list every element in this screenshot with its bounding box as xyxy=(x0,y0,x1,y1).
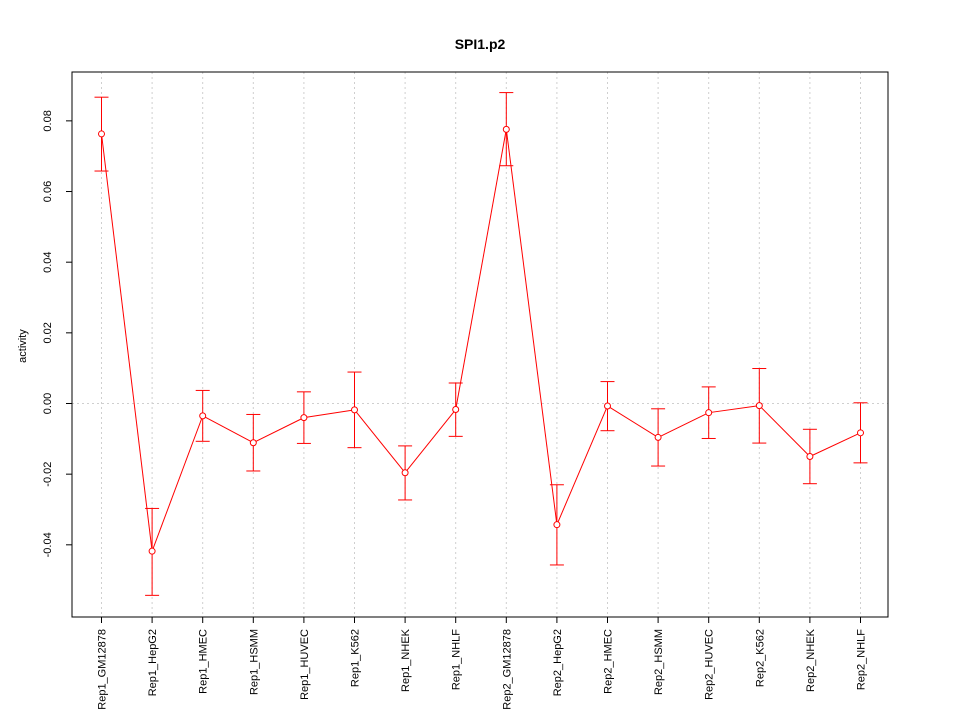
series-line-segment xyxy=(202,415,254,444)
x-tick-label: Rep1_HMEC xyxy=(198,629,210,694)
y-tick-label: 0.08 xyxy=(42,110,54,131)
data-point xyxy=(148,547,156,555)
y-axis-label: activity xyxy=(17,329,29,363)
x-tick-label: Rep1_HUVEC xyxy=(299,629,311,700)
series-line-segment xyxy=(101,133,153,552)
x-tick-label: Rep2_NHEK xyxy=(805,628,817,692)
data-point xyxy=(857,429,864,437)
series-line-segment xyxy=(455,129,507,410)
series-line-segment xyxy=(809,432,861,457)
y-axis: -0.04 -0.02 0.00 0.02 0.04 0.06 0.08 xyxy=(42,110,73,557)
data-point xyxy=(654,433,662,441)
y-tick-label: 0.02 xyxy=(42,322,54,343)
data-point xyxy=(705,409,713,417)
series-line-segment xyxy=(708,405,760,414)
data-point xyxy=(806,452,814,460)
series-line-segment xyxy=(354,409,406,474)
data-point xyxy=(604,402,611,410)
data-point xyxy=(300,414,308,422)
series-activity xyxy=(94,92,868,596)
series-line-segment xyxy=(758,405,811,457)
x-tick-label: Rep2_HMEC xyxy=(603,629,615,694)
series-line-segment xyxy=(505,129,558,525)
series-line-segment xyxy=(556,405,608,525)
grid xyxy=(72,72,888,617)
data-point xyxy=(98,130,105,138)
x-tick-label: Rep2_HepG2 xyxy=(552,629,564,696)
x-tick-label: Rep1_NHLF xyxy=(451,629,463,690)
data-point xyxy=(755,402,763,410)
data-point xyxy=(401,469,409,477)
y-tick-label: -0.02 xyxy=(42,462,54,487)
data-point xyxy=(249,439,257,447)
data-point xyxy=(199,412,207,420)
series-line-segment xyxy=(657,412,709,438)
data-point xyxy=(502,125,510,133)
x-tick-label: Rep1_K562 xyxy=(350,629,362,687)
series-line-segment xyxy=(607,405,659,438)
x-tick-label: Rep1_GM12878 xyxy=(97,629,109,710)
x-tick-label: Rep2_HSMM xyxy=(653,629,665,695)
x-tick-label: Rep1_HepG2 xyxy=(147,629,159,696)
series-line-segment xyxy=(303,409,355,419)
x-tick-label: Rep2_K562 xyxy=(754,629,766,687)
plot-area xyxy=(71,71,889,618)
x-tick-label: Rep2_NHLF xyxy=(856,629,868,690)
x-tick-label: Rep2_HUVEC xyxy=(704,629,716,700)
data-point xyxy=(553,521,561,529)
series-line-segment xyxy=(151,415,204,552)
y-tick-label: -0.04 xyxy=(42,532,54,557)
y-tick-label: 0.04 xyxy=(42,251,54,272)
x-tick-label: Rep1_NHEK xyxy=(400,628,412,692)
data-point xyxy=(351,406,358,414)
x-tick-label: Rep2_GM12878 xyxy=(501,629,513,710)
chart-title: SPI1.p2 xyxy=(455,36,506,52)
x-axis: Rep1_GM12878 Rep1_HepG2 Rep1_HMEC Rep1_HSMM… xyxy=(97,616,868,710)
x-tick-label: Rep1_HSMM xyxy=(248,629,260,695)
data-point xyxy=(452,406,460,414)
series-line-segment xyxy=(253,417,305,444)
y-tick-label: 0.00 xyxy=(42,393,54,414)
series-line-segment xyxy=(404,409,457,474)
y-tick-label: 0.06 xyxy=(42,181,54,202)
